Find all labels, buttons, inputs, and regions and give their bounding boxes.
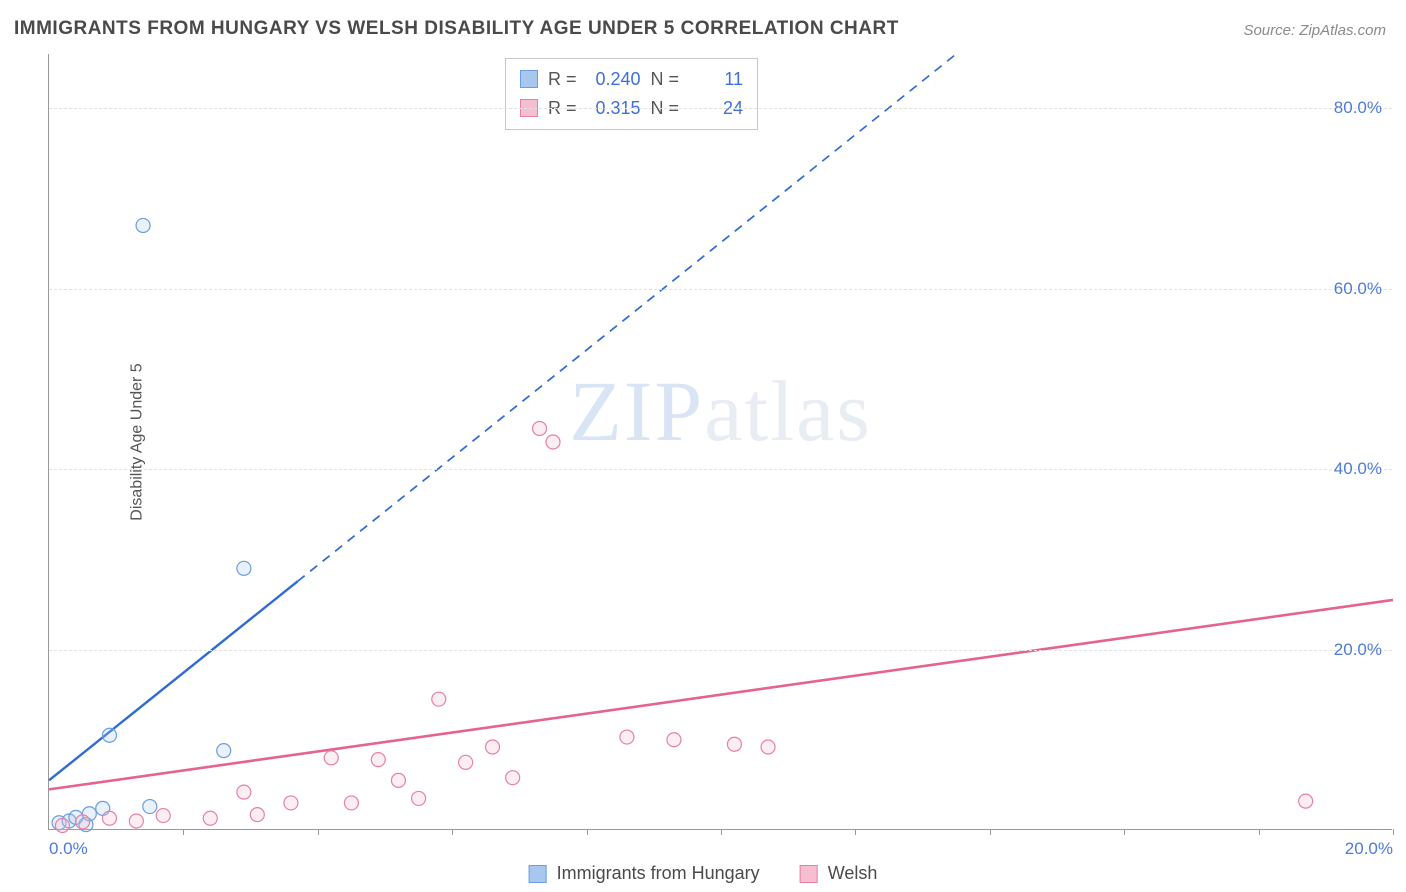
r-value-hungary: 0.240 xyxy=(587,65,641,94)
gridline xyxy=(49,108,1392,109)
r-label: R = xyxy=(548,65,577,94)
chart-container: IMMIGRANTS FROM HUNGARY VS WELSH DISABIL… xyxy=(0,0,1406,892)
gridline xyxy=(49,650,1392,651)
xtick xyxy=(1124,829,1125,835)
xtick xyxy=(990,829,991,835)
plot-area: Disability Age Under 5 ZIPatlas R = 0.24… xyxy=(48,54,1392,830)
legend-label-welsh: Welsh xyxy=(828,863,878,884)
legend-stats-row-hungary: R = 0.240 N = 11 xyxy=(520,65,743,94)
xtick xyxy=(721,829,722,835)
xtick xyxy=(1393,829,1394,835)
gridline xyxy=(49,289,1392,290)
chart-title: IMMIGRANTS FROM HUNGARY VS WELSH DISABIL… xyxy=(14,18,899,40)
ytick-label: 60.0% xyxy=(1334,279,1382,299)
plot-svg xyxy=(49,54,1392,829)
legend-item-hungary: Immigrants from Hungary xyxy=(529,863,760,884)
xtick-label: 0.0% xyxy=(49,839,88,859)
xtick xyxy=(1259,829,1260,835)
gridline xyxy=(49,469,1392,470)
ytick-label: 20.0% xyxy=(1334,640,1382,660)
xtick xyxy=(855,829,856,835)
source-label: Source: ZipAtlas.com xyxy=(1243,22,1386,39)
legend-bottom: Immigrants from Hungary Welsh xyxy=(529,863,878,884)
swatch-welsh-icon xyxy=(800,865,818,883)
n-label: N = xyxy=(651,65,680,94)
swatch-hungary-icon xyxy=(520,70,538,88)
ytick-label: 80.0% xyxy=(1334,98,1382,118)
xtick-label: 20.0% xyxy=(1345,839,1393,859)
xtick xyxy=(587,829,588,835)
xtick xyxy=(452,829,453,835)
xtick xyxy=(183,829,184,835)
n-value-hungary: 11 xyxy=(689,65,743,94)
legend-stats-box: R = 0.240 N = 11 R = 0.315 N = 24 xyxy=(505,58,758,130)
legend-label-hungary: Immigrants from Hungary xyxy=(557,863,760,884)
swatch-hungary-icon xyxy=(529,865,547,883)
legend-item-welsh: Welsh xyxy=(800,863,878,884)
ytick-label: 40.0% xyxy=(1334,459,1382,479)
xtick xyxy=(318,829,319,835)
